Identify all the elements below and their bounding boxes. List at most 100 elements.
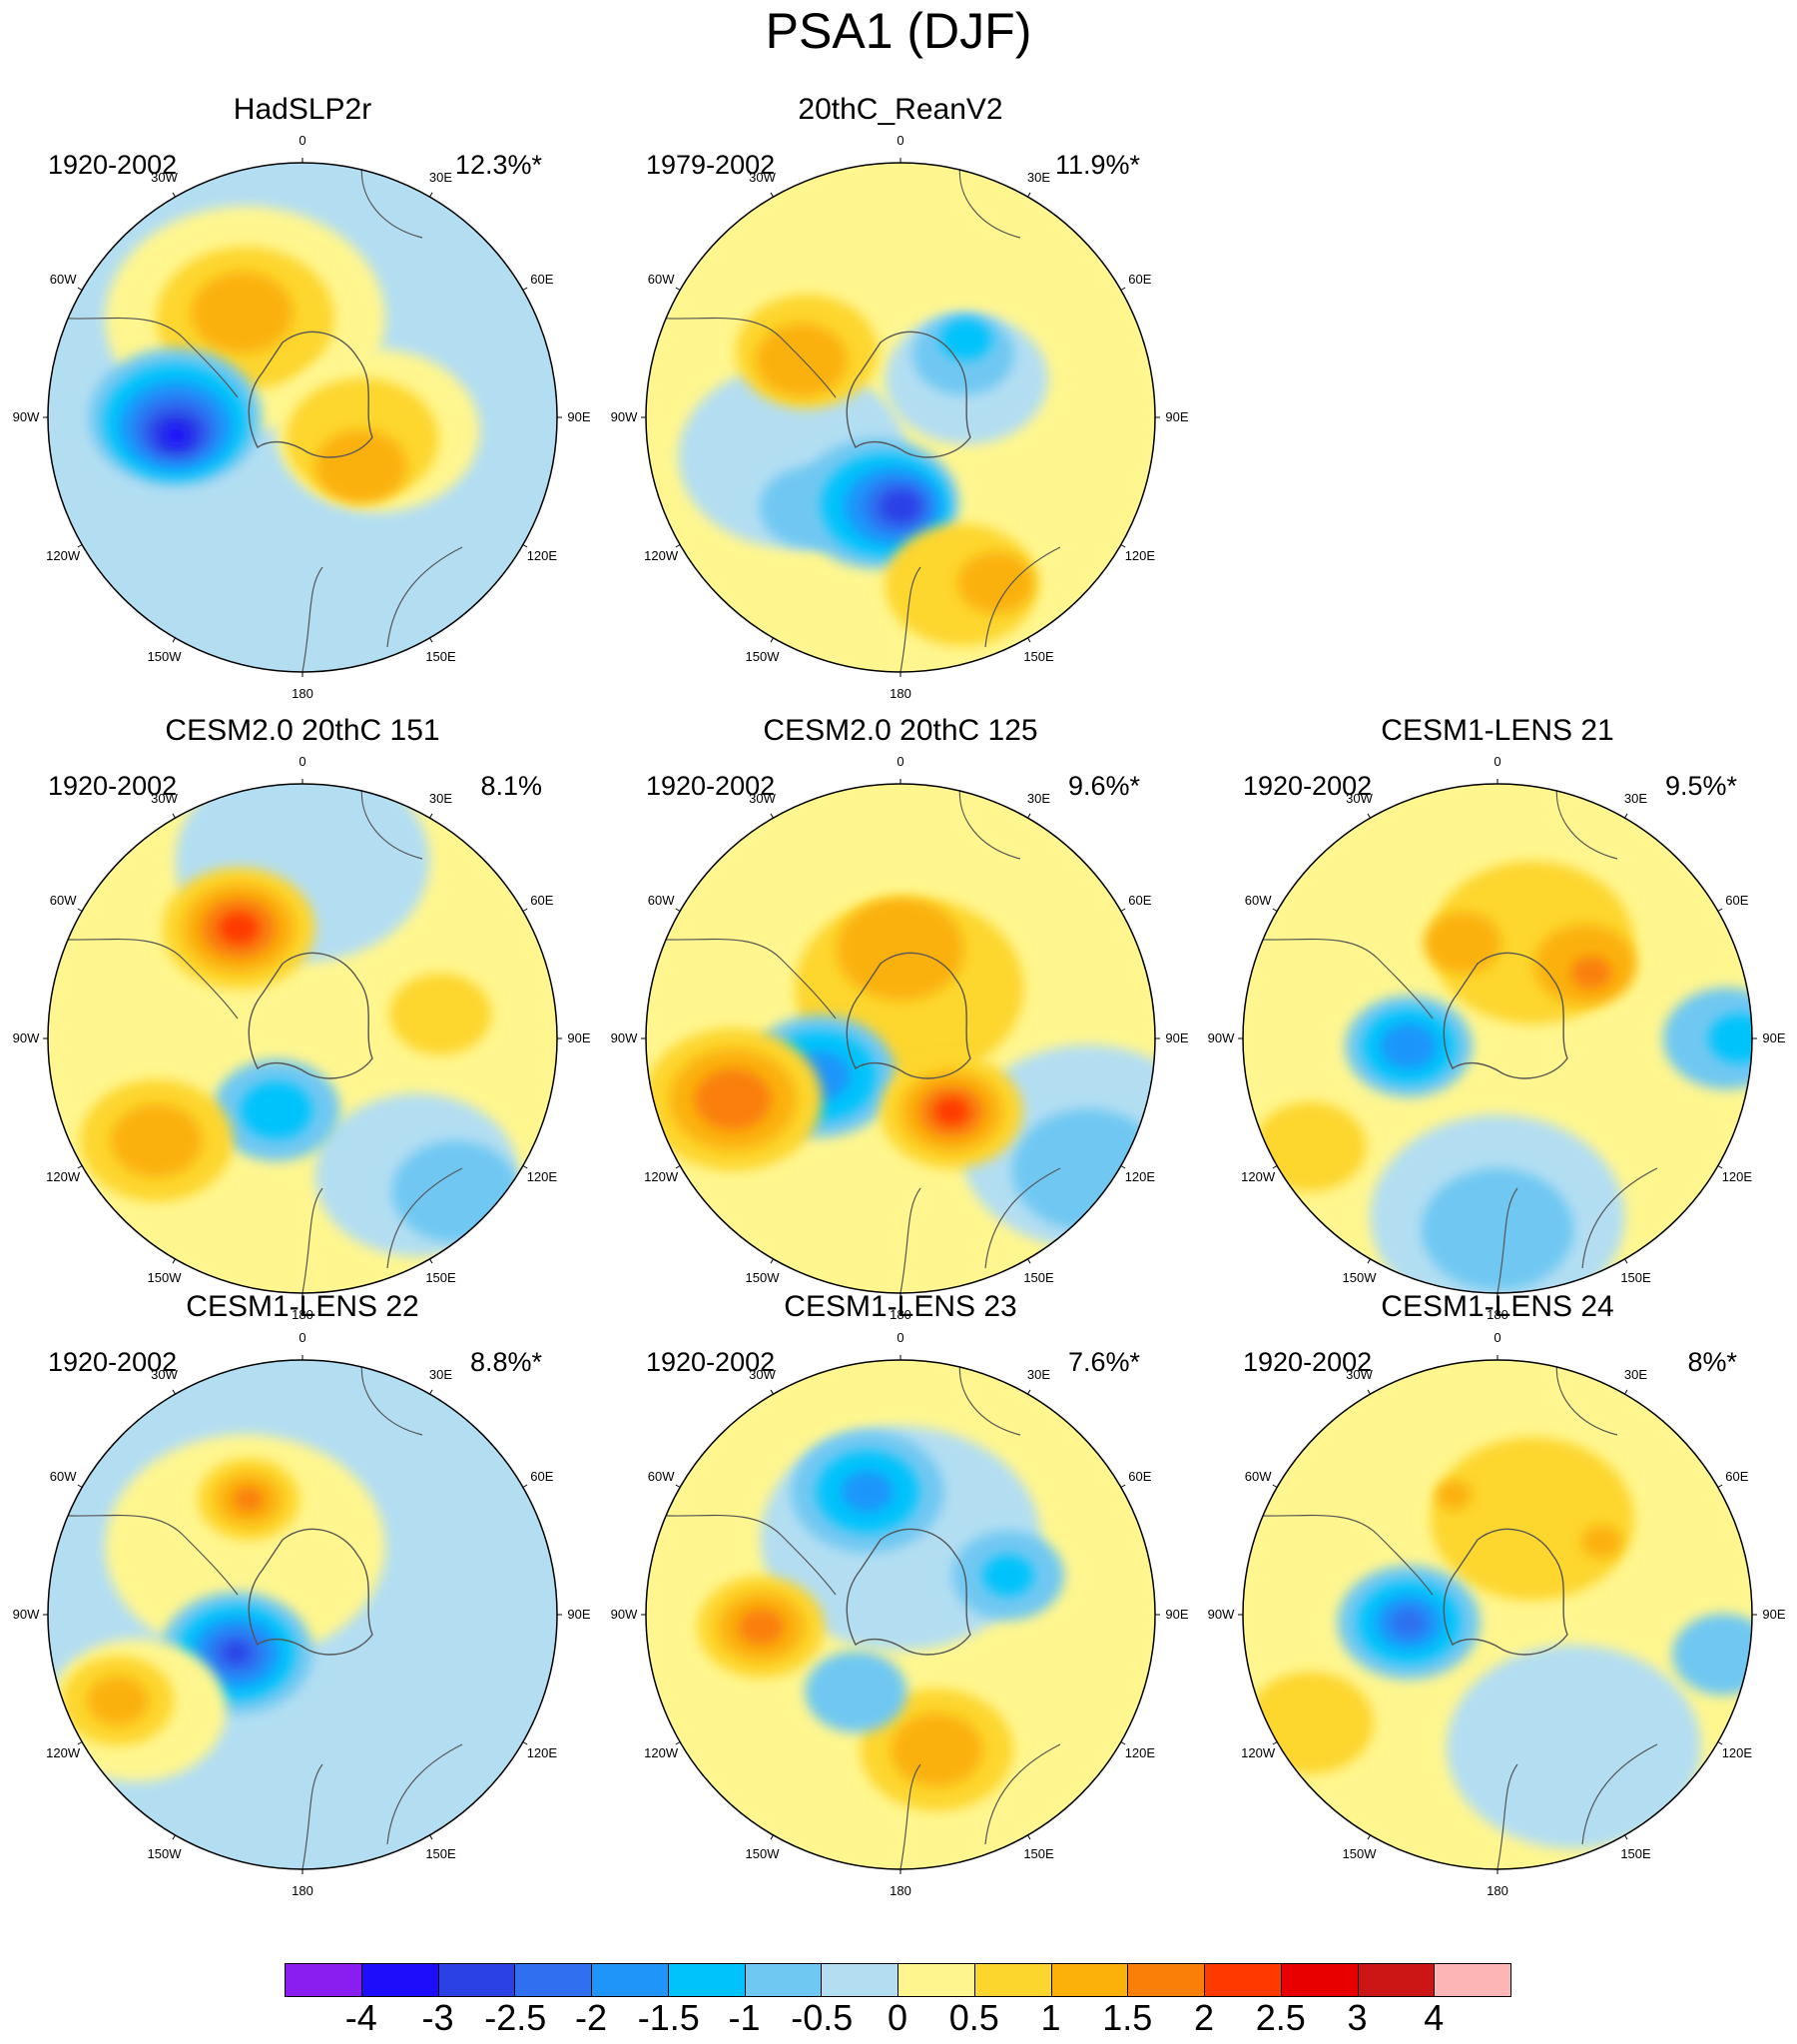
longitude-tick (1120, 1741, 1126, 1745)
colorbar-swatch (821, 1963, 898, 1997)
longitude-label: 150W (745, 1269, 780, 1285)
longitude-label: 30W (749, 791, 776, 807)
longitude-label: 30E (428, 791, 453, 807)
longitude-label: 180 (890, 1883, 911, 1898)
longitude-tick (675, 287, 681, 291)
longitude-label: 90W (610, 409, 638, 424)
south-america-coastline (646, 1514, 837, 1596)
longitude-label: 180 (890, 686, 911, 701)
longitude-tick (77, 1741, 83, 1745)
australia-nz-coastline (301, 1167, 463, 1293)
panel-percent-variance: 9.5%* (1664, 771, 1737, 801)
longitude-tick (77, 544, 83, 548)
anomaly-contour (87, 1676, 149, 1725)
australia-nz-coastline (1497, 1743, 1658, 1869)
antarctica-coastline (248, 952, 373, 1079)
longitude-label: 60E (1725, 892, 1749, 908)
longitude-label: 60W (647, 271, 675, 287)
longitude-tick (1120, 544, 1126, 548)
longitude-label: 60W (49, 271, 77, 287)
longitude-label: 30E (1026, 791, 1051, 807)
longitude-label: 30W (749, 170, 776, 186)
longitude-tick (172, 1258, 176, 1264)
longitude-label: 0 (897, 1330, 904, 1345)
anomaly-contour (1254, 1101, 1367, 1192)
longitude-label: 60W (647, 892, 675, 908)
colorbar (285, 1963, 1511, 1999)
africa-coastline (360, 163, 423, 239)
australia-nz-coastline (301, 546, 463, 672)
colorbar-tick-label: 2 (1193, 1997, 1215, 2038)
longitude-tick (1717, 1165, 1723, 1169)
colorbar-tick-label: 3 (1347, 1997, 1368, 2038)
longitude-label: 30W (151, 1367, 178, 1383)
south-america-coastline (646, 938, 837, 1020)
panel-title: 20thC_ReanV2 (798, 93, 1003, 126)
anomaly-contour (110, 1103, 203, 1178)
longitude-tick (172, 1834, 176, 1840)
polar-map (43, 779, 562, 1298)
anomaly-contour (163, 424, 190, 445)
longitude-tick (522, 908, 528, 912)
longitude-tick (1027, 1389, 1031, 1395)
longitude-label: 0 (299, 1330, 306, 1345)
anomaly-contour (880, 489, 921, 523)
panel-percent-variance: 8.1% (480, 771, 542, 801)
longitude-tick (1272, 1165, 1278, 1169)
polar-map (641, 779, 1160, 1298)
anomaly-contour (755, 323, 848, 397)
longitude-label: 90W (610, 1607, 638, 1622)
colorbar-tick-label: 2.5 (1255, 1997, 1306, 2038)
australia-nz-coastline (899, 546, 1061, 672)
colorbar-tick-label: -2 (574, 1997, 607, 2038)
longitude-label: 150E (1023, 1845, 1054, 1861)
australia-nz-coastline (899, 1167, 1061, 1293)
anomaly-contour (837, 898, 964, 1001)
longitude-label: 180 (1487, 1883, 1508, 1898)
longitude-label: 60E (1725, 1468, 1749, 1484)
longitude-label: 150W (147, 1269, 182, 1285)
longitude-tick (172, 813, 176, 819)
longitude-label: 150W (1342, 1845, 1377, 1861)
longitude-label: 120E (526, 547, 558, 563)
panel-percent-variance: 8.8%* (469, 1347, 542, 1377)
longitude-tick (1367, 813, 1371, 819)
africa-coastline (1555, 1360, 1618, 1436)
colorbar-swatch (285, 1963, 362, 1997)
longitude-label: 150W (147, 1845, 182, 1861)
anomaly-contour (223, 1643, 250, 1664)
longitude-label: 90E (1165, 409, 1189, 424)
longitude-tick (172, 192, 176, 198)
longitude-label: 0 (1494, 1330, 1501, 1345)
panel-percent-variance: 11.9%* (1054, 150, 1140, 180)
longitude-label: 150W (745, 648, 780, 664)
longitude-label: 30E (1026, 170, 1051, 186)
longitude-label: 60E (1128, 892, 1152, 908)
anomaly-contour (1708, 1014, 1752, 1063)
longitude-label: 120E (1124, 547, 1156, 563)
longitude-label: 60W (49, 1468, 77, 1484)
longitude-tick (77, 1165, 83, 1169)
colorbar-swatch (591, 1963, 669, 1997)
longitude-label: 150W (1342, 1269, 1377, 1285)
colorbar-swatch (1357, 1963, 1436, 1997)
longitude-tick (429, 1834, 433, 1840)
anomaly-contour (1391, 1608, 1427, 1638)
anomaly-contour (1581, 1525, 1622, 1559)
colorbar-swatch (437, 1963, 516, 1997)
longitude-tick (770, 637, 774, 643)
anomaly-contour (805, 1651, 907, 1733)
longitude-label: 120E (1721, 1744, 1753, 1760)
panel-period: 1920-2002 (48, 1347, 178, 1377)
longitude-label: 90W (1207, 1030, 1235, 1045)
longitude-tick (1624, 813, 1628, 819)
longitude-label: 60W (647, 1468, 675, 1484)
panel-title: CESM2.0 20thC 125 (763, 714, 1038, 747)
colorbar-tick-label: 4 (1424, 1997, 1445, 2038)
longitude-label: 150E (1620, 1269, 1651, 1285)
longitude-label: 90E (567, 1607, 591, 1622)
longitude-label: 90W (12, 409, 40, 424)
australia-nz-coastline (899, 1743, 1061, 1869)
longitude-tick (770, 1258, 774, 1264)
longitude-label: 60W (1244, 892, 1272, 908)
